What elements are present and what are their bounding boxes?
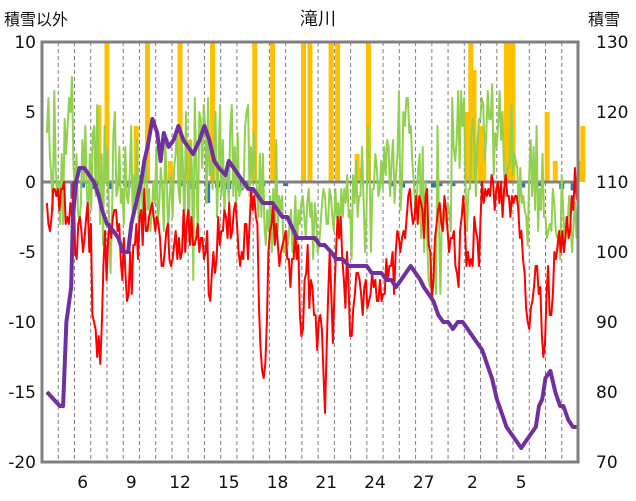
precip-bar [237, 182, 243, 191]
x-tick-label: 15 [218, 473, 240, 493]
left-tick-label: -5 [19, 243, 36, 263]
x-tick-label: 6 [77, 473, 88, 493]
x-tick-label: 18 [267, 473, 289, 493]
right-tick-label: 120 [596, 103, 628, 123]
precip-bar [544, 112, 550, 182]
left-tick-label: -20 [8, 453, 36, 473]
x-tick-label: 27 [413, 473, 435, 493]
right-tick-label: 130 [596, 33, 628, 53]
x-tick-label: 2 [467, 473, 478, 493]
precip-bar [450, 182, 456, 187]
precip-bar [335, 42, 341, 182]
precip-bar [307, 42, 313, 182]
precip-bar [177, 42, 183, 182]
precip-bar [465, 112, 471, 182]
temp-min-line [45, 167, 579, 414]
plot-frame [40, 40, 580, 464]
precip-bar [270, 42, 276, 182]
precip-bar [552, 161, 558, 182]
precip-bar [437, 182, 443, 187]
series-lines [45, 76, 579, 450]
precip-bar [167, 161, 173, 182]
left-tick-label: 5 [25, 103, 36, 123]
right-tick-label: 100 [596, 243, 628, 263]
left-tick-label: -15 [8, 383, 36, 403]
x-tick-label: 9 [126, 473, 137, 493]
right-tick-label: 90 [596, 313, 618, 333]
chart-title: 滝川 [300, 9, 336, 30]
x-tick-label: 12 [169, 473, 191, 493]
precip-bar [252, 42, 258, 182]
precip-bar [430, 182, 436, 188]
right-tick-labels: 130 120 110 100 90 80 70 [596, 33, 628, 473]
precip-bar [504, 42, 510, 182]
precip-bar [577, 161, 583, 182]
right-tick-label: 80 [596, 383, 618, 403]
left-tick-label: 10 [14, 33, 36, 53]
left-tick-label: 0 [25, 173, 36, 193]
precip-bar [365, 42, 371, 182]
precip-bar [283, 182, 289, 187]
right-axis-label: 積雪 [588, 10, 620, 29]
precip-bar [107, 182, 113, 189]
precip-bar [481, 147, 487, 182]
left-tick-labels: 10 5 0 -5 -10 -15 -20 [8, 33, 36, 473]
precip-bar [104, 42, 110, 182]
precip-bar [125, 182, 131, 188]
precip-bar [520, 182, 526, 188]
right-tick-label: 110 [596, 173, 628, 193]
right-tick-label: 70 [596, 453, 618, 473]
left-tick-label: -10 [8, 313, 36, 333]
precip-bar [478, 126, 484, 182]
x-tick-label: 5 [516, 473, 527, 493]
precip-bar [328, 42, 334, 182]
precip-bar [145, 42, 151, 182]
precip-bar [570, 182, 576, 191]
x-tick-label: 24 [364, 473, 386, 493]
precip-bar [468, 42, 474, 182]
precip-bar [510, 42, 516, 182]
precip-bar [507, 42, 513, 182]
left-axis-label: 積雪以外 [4, 10, 68, 29]
snow-depth-line [45, 117, 578, 450]
precip-bar [210, 42, 216, 182]
precip-bar [80, 182, 86, 188]
precip-bar [536, 182, 542, 187]
precip-bar [301, 42, 307, 182]
x-tick-labels: 6 9 12 15 18 21 24 27 2 5 [77, 473, 526, 493]
precip-bar [94, 182, 100, 187]
precip-bar [580, 126, 586, 182]
x-tick-label: 21 [315, 473, 337, 493]
